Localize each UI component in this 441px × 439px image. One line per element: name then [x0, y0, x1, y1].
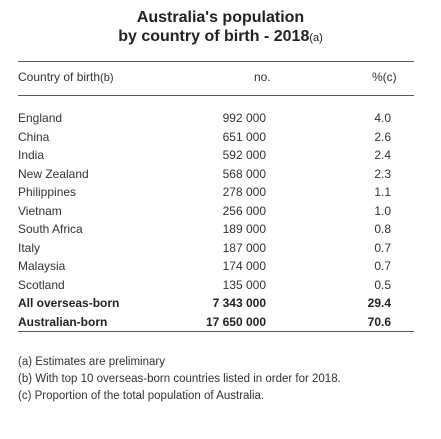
number-cell: 256 000	[222, 203, 266, 218]
number-cell: 7 343 000	[212, 296, 266, 310]
country-cell: England	[18, 111, 63, 125]
country-cell: Scotland	[18, 277, 65, 292]
title-line-1: Australia's population	[136, 9, 305, 26]
total-row-australian: Australian-born 17 650 000 70.6	[18, 313, 414, 332]
country-cell: All overseas-born	[18, 296, 120, 310]
number-cell: 17 650 000	[205, 314, 266, 329]
table-row: England 992 000 4.0	[18, 109, 414, 128]
footnotes: (a) Estimates are preliminary (b) With t…	[18, 354, 341, 405]
header-percent: %(c)	[372, 70, 397, 84]
percent-cell: 29.4	[367, 296, 391, 310]
percent-cell: 4.0	[374, 111, 391, 125]
country-cell: South Africa	[18, 222, 83, 236]
percent-cell: 2.3	[374, 166, 391, 181]
number-cell: 174 000	[222, 259, 266, 273]
table-row: Italy 187 000 0.7	[18, 239, 414, 258]
country-cell: Vietnam	[18, 203, 62, 218]
country-cell: Australian-born	[18, 314, 108, 329]
table-row: South Africa 189 000 0.8	[18, 220, 414, 239]
percent-cell: 1.0	[374, 203, 391, 218]
footnote-b: (b) With top 10 overseas-born countries …	[18, 373, 341, 385]
number-cell: 135 000	[222, 277, 266, 292]
table-row: Malaysia 174 000 0.7	[18, 257, 414, 276]
header-number: no.	[254, 70, 271, 84]
number-cell: 568 000	[222, 166, 266, 181]
table-row: Philippines 278 000 1.1	[18, 183, 414, 202]
number-cell: 651 000	[222, 129, 266, 144]
footnote-a: (a) Estimates are preliminary	[18, 356, 165, 368]
percent-cell: 0.5	[374, 277, 391, 292]
percent-cell: 0.7	[374, 259, 391, 273]
country-cell: Italy	[18, 240, 41, 255]
total-row-overseas: All overseas-born 7 343 000 29.4	[18, 294, 414, 313]
percent-cell: 0.8	[374, 222, 391, 236]
header-country-ref: (b)	[100, 72, 114, 84]
table-row: Vietnam 256 000 1.0	[18, 202, 414, 221]
title-footnote-ref: (a)	[309, 32, 323, 44]
table-row: Scotland 135 000 0.5	[18, 276, 414, 295]
number-cell: 592 000	[222, 148, 266, 162]
table-row: China 651 000 2.6	[18, 128, 414, 147]
top-rule	[18, 61, 414, 62]
table-row: New Zealand 568 000 2.3	[18, 165, 414, 184]
footnote-c: (c) Proportion of the total population o…	[18, 390, 265, 402]
country-cell: India	[18, 148, 45, 162]
percent-cell: 1.1	[374, 185, 391, 199]
percent-cell: 70.6	[367, 314, 391, 329]
number-cell: 278 000	[222, 185, 266, 199]
percent-cell: 2.4	[374, 148, 391, 162]
title-line-2: by country of birth - 2018(a)	[0, 27, 441, 48]
title-line-2-text: by country of birth - 2018	[118, 28, 310, 45]
number-cell: 189 000	[222, 222, 266, 236]
country-cell: New Zealand	[18, 166, 89, 181]
header-country: Country of birth(b)	[18, 70, 114, 84]
header-rule	[18, 95, 414, 96]
header-country-label: Country of birth	[18, 70, 101, 84]
table-row: India 592 000 2.4	[18, 146, 414, 165]
table-title: Australia's population by country of bir…	[0, 8, 441, 48]
percent-cell: 2.6	[374, 129, 391, 144]
country-cell: Philippines	[18, 185, 77, 199]
percent-cell: 0.7	[374, 240, 391, 255]
data-table: England 992 000 4.0 China 651 000 2.6 In…	[18, 109, 414, 331]
number-cell: 187 000	[222, 240, 266, 255]
country-cell: China	[18, 129, 50, 144]
country-cell: Malaysia	[18, 259, 66, 273]
number-cell: 992 000	[222, 111, 266, 125]
bottom-rule	[18, 331, 414, 332]
